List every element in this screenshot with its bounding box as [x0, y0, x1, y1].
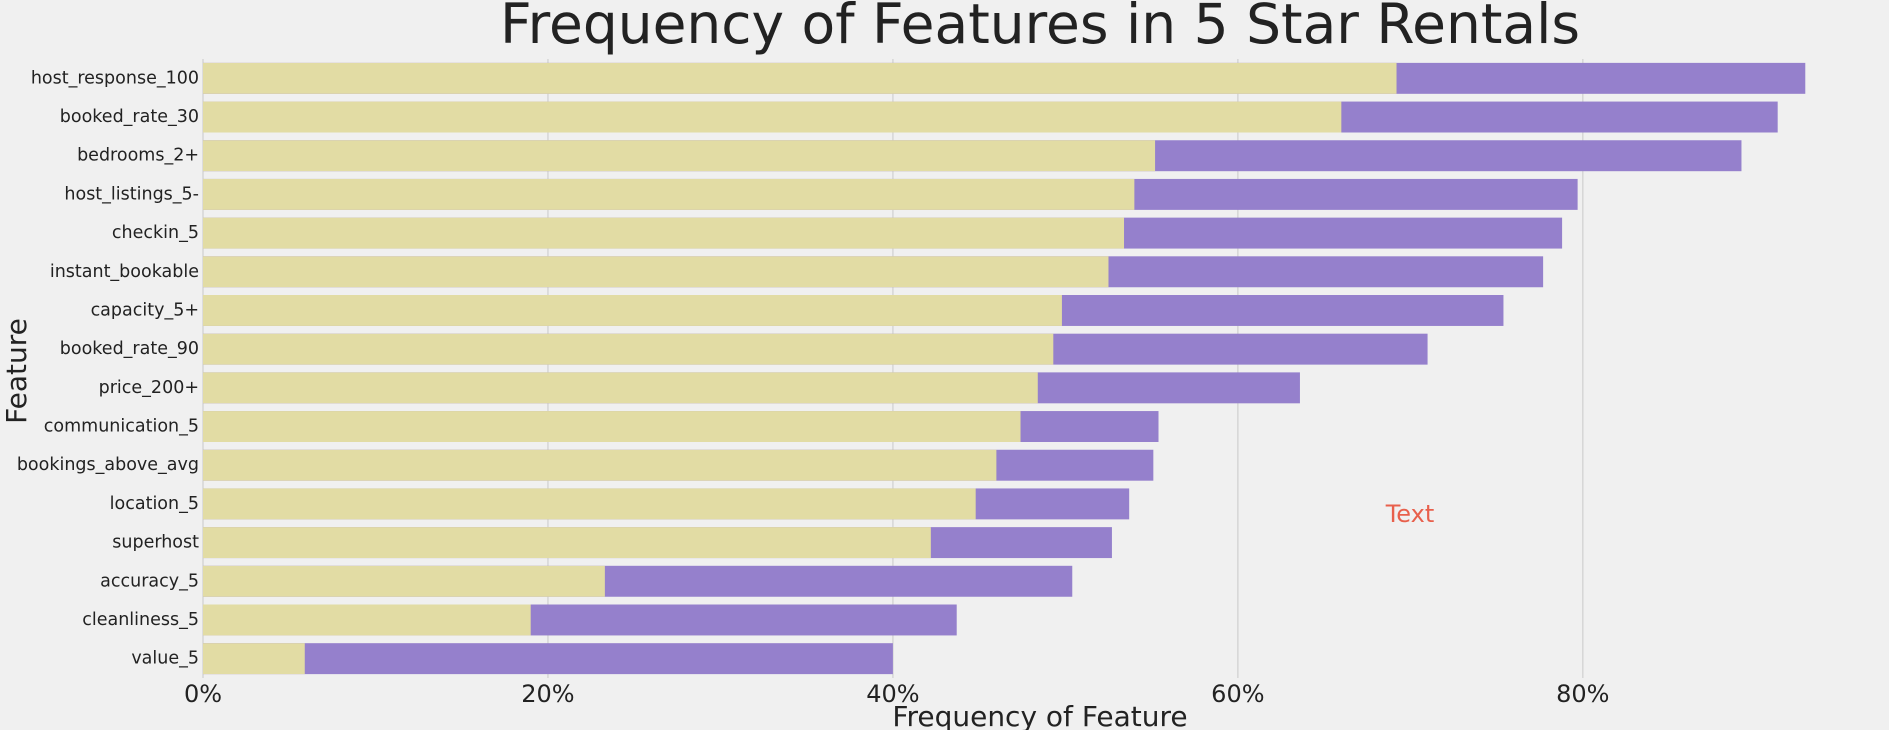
bar — [203, 527, 931, 559]
y-axis-label: Feature — [0, 318, 33, 424]
x-tick-label: 80% — [1556, 680, 1609, 708]
bar — [203, 62, 1397, 94]
y-tick-label: booked_rate_30 — [60, 107, 199, 127]
x-tick-label: 20% — [521, 680, 574, 708]
annotation: Text — [1385, 500, 1435, 528]
bar — [203, 101, 1342, 133]
bar — [203, 604, 531, 636]
bar — [203, 217, 1125, 249]
y-tick-label: communication_5 — [44, 417, 199, 437]
y-tick-label: host_response_100 — [31, 68, 199, 88]
y-tick-label: cleanliness_5 — [82, 610, 199, 630]
bar — [203, 643, 305, 675]
y-tick-label: superhost — [112, 533, 199, 553]
bar — [203, 411, 1021, 443]
x-tick-label: 40% — [866, 680, 919, 708]
chart-title: Frequency of Features in 5 Star Rentals — [500, 0, 1580, 56]
bar — [203, 372, 1038, 404]
bar — [203, 565, 605, 597]
x-tick-label: 60% — [1211, 680, 1264, 708]
y-tick-label: price_200+ — [99, 378, 199, 398]
bar — [203, 294, 1062, 326]
bars — [203, 62, 1806, 675]
bar — [203, 256, 1109, 288]
bar — [203, 643, 893, 675]
y-tick-label: value_5 — [131, 649, 199, 669]
x-axis-label: Frequency of Feature — [892, 700, 1187, 730]
y-tick-label: instant_bookable — [50, 262, 199, 282]
bar — [203, 449, 997, 481]
y-tick-label: checkin_5 — [112, 223, 199, 243]
y-tick-label: accuracy_5 — [100, 571, 199, 591]
y-tick-label: booked_rate_90 — [60, 339, 199, 359]
bar — [203, 488, 976, 520]
y-tick-label: host_listings_5- — [64, 184, 199, 204]
y-tick-label: location_5 — [110, 494, 199, 514]
bar — [203, 140, 1156, 172]
x-tick-label: 0% — [184, 680, 222, 708]
y-tick-label: capacity_5+ — [91, 300, 199, 320]
y-tick-label: bookings_above_avg — [17, 455, 199, 475]
bar — [203, 178, 1135, 210]
y-tick-label: bedrooms_2+ — [77, 146, 199, 166]
bar — [203, 333, 1054, 365]
